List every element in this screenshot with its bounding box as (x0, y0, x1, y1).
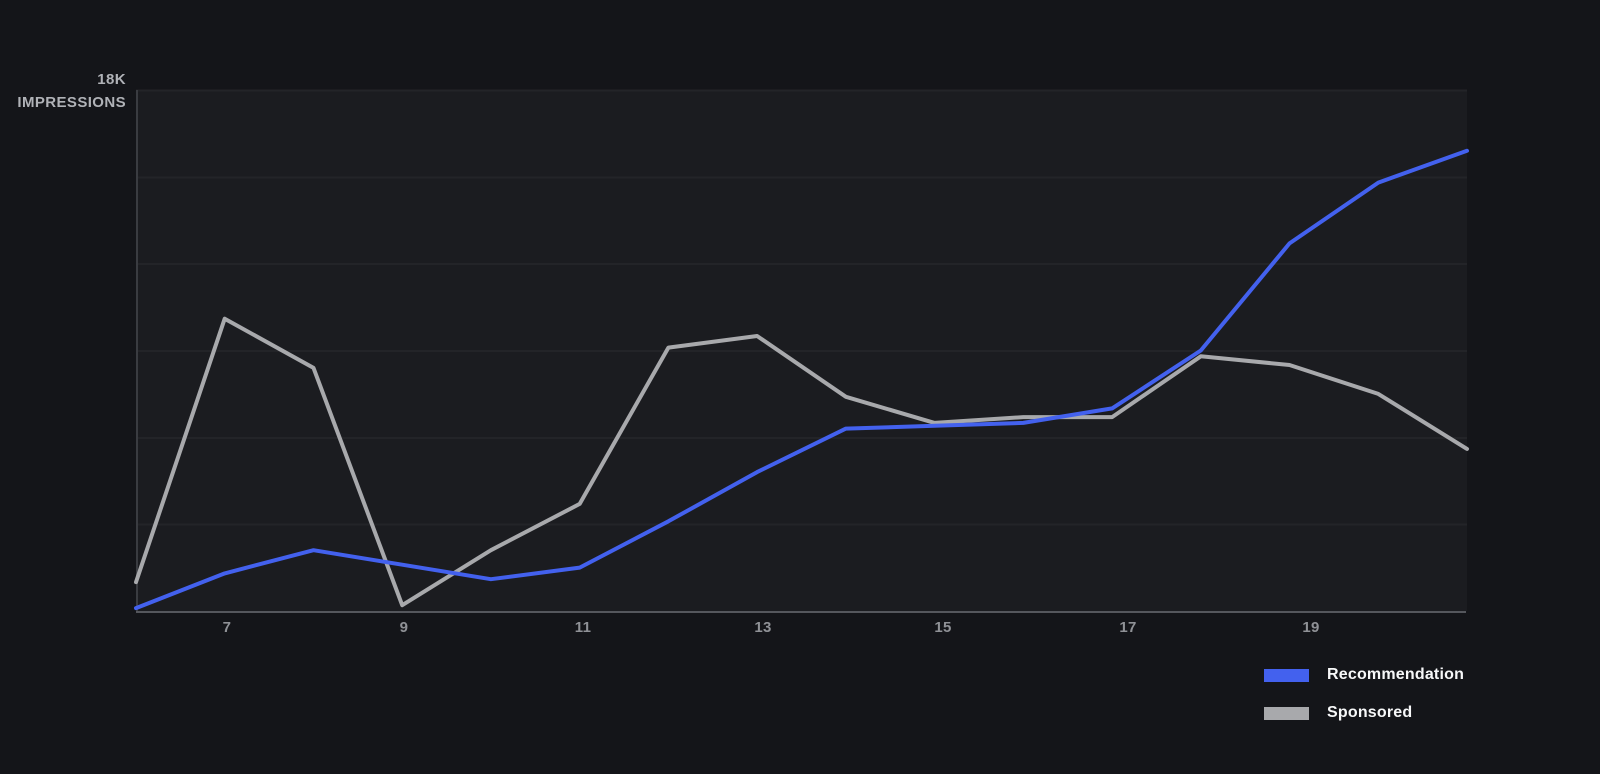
legend-item-recommendation[interactable]: Recommendation (1264, 662, 1464, 688)
y-axis-label: 18K IMPRESSIONS (0, 68, 126, 114)
y-axis-title: IMPRESSIONS (17, 94, 126, 111)
y-axis-max-value: 18K (97, 71, 126, 88)
x-axis-tick-7: 7 (222, 619, 232, 636)
sponsored-line (134, 316, 1469, 608)
x-axis-tick-9: 9 (399, 619, 409, 636)
recommendation-line (134, 148, 1469, 611)
x-axis-tick-11: 11 (574, 619, 592, 636)
legend-label: Sponsored (1327, 704, 1413, 721)
legend: Recommendation Sponsored (1264, 662, 1464, 738)
x-axis-tick-19: 19 (1302, 619, 1320, 636)
legend-item-sponsored[interactable]: Sponsored (1264, 700, 1464, 726)
legend-swatch-sponsored (1264, 706, 1309, 720)
x-axis-tick-15: 15 (934, 619, 952, 636)
x-axis-tick-17: 17 (1119, 619, 1137, 636)
x-axis-tick-13: 13 (754, 619, 772, 636)
legend-swatch-recommendation (1264, 668, 1309, 682)
gridlines (136, 89, 1467, 526)
legend-label: Recommendation (1327, 666, 1465, 683)
